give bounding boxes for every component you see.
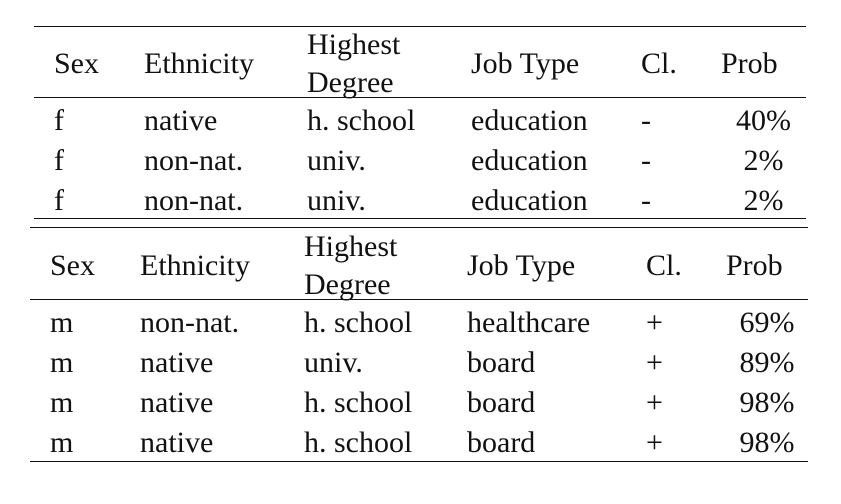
cell-ethnicity: non-nat. xyxy=(144,144,244,178)
header-highest-degree: Highest Degree xyxy=(304,228,467,303)
cell-job-type: education xyxy=(471,184,588,218)
cell-prob: 2% xyxy=(743,144,784,178)
cell-degree: univ. xyxy=(307,184,366,218)
cell-class: + xyxy=(646,386,663,420)
table-row: f non-nat. univ. education - 2% xyxy=(34,181,806,221)
header-highest-degree: Highest Degree xyxy=(307,26,471,101)
cell-job-type: healthcare xyxy=(467,306,591,340)
cell-job-type: board xyxy=(467,346,536,380)
cell-degree: h. school xyxy=(304,306,413,340)
cell-job-type: education xyxy=(471,104,588,138)
table-male: Sex Ethnicity Highest Degree Job Type Cl… xyxy=(30,228,808,463)
header-ethnicity: Ethnicity xyxy=(144,46,254,80)
table-row: m native h. school board + 98% xyxy=(30,383,808,423)
table-bottom-header-rule xyxy=(30,299,808,300)
header-prob: Prob xyxy=(726,248,783,282)
table-top-top-rule xyxy=(34,26,806,27)
table-row: m native h. school board + 98% xyxy=(30,423,808,463)
cell-class: + xyxy=(646,306,663,340)
cell-ethnicity: native xyxy=(144,104,218,138)
cell-ethnicity: non-nat. xyxy=(140,306,240,340)
table-top-bottom-rule xyxy=(34,218,806,219)
table-female: Sex Ethnicity Highest Degree Job Type Cl… xyxy=(34,26,806,221)
header-degree-line1: Highest xyxy=(304,230,398,263)
table-row: m native univ. board + 89% xyxy=(30,343,808,383)
cell-ethnicity: native xyxy=(140,346,214,380)
header-job-type: Job Type xyxy=(467,248,576,282)
cell-prob: 2% xyxy=(743,184,784,218)
header-sex: Sex xyxy=(50,248,95,282)
cell-job-type: board xyxy=(467,426,536,460)
cell-degree: h. school xyxy=(304,386,413,420)
cell-sex: f xyxy=(54,184,64,218)
table-bottom-bottom-rule xyxy=(30,461,808,462)
header-degree-line2: Degree xyxy=(304,267,391,301)
cell-degree: univ. xyxy=(304,346,363,380)
cell-sex: m xyxy=(50,386,74,420)
table-row: f native h. school education - 40% xyxy=(34,101,806,141)
table-row: f non-nat. univ. education - 2% xyxy=(34,141,806,181)
cell-job-type: board xyxy=(467,386,536,420)
cell-sex: m xyxy=(50,306,74,340)
cell-sex: m xyxy=(50,346,74,380)
cell-class: + xyxy=(646,426,663,460)
cell-ethnicity: native xyxy=(140,426,214,460)
table-top-header-rule xyxy=(34,97,806,98)
header-prob: Prob xyxy=(721,46,778,80)
cell-class: - xyxy=(641,144,651,178)
cell-prob: 98% xyxy=(739,386,795,420)
header-row: Sex Ethnicity Highest Degree Job Type Cl… xyxy=(30,228,808,303)
cell-prob: 98% xyxy=(739,426,795,460)
header-degree-line2: Degree xyxy=(307,65,394,99)
table-row: m non-nat. h. school healthcare + 69% xyxy=(30,303,808,343)
header-class: Cl. xyxy=(646,248,682,282)
cell-sex: m xyxy=(50,426,74,460)
header-row: Sex Ethnicity Highest Degree Job Type Cl… xyxy=(34,26,806,101)
cell-class: + xyxy=(646,346,663,380)
cell-sex: f xyxy=(54,104,64,138)
table-bottom-top-rule xyxy=(30,227,808,228)
header-degree-line1: Highest xyxy=(307,28,401,61)
cell-job-type: education xyxy=(471,144,588,178)
cell-ethnicity: non-nat. xyxy=(144,184,244,218)
header-class: Cl. xyxy=(641,46,677,80)
cell-degree: univ. xyxy=(307,144,366,178)
cell-class: - xyxy=(641,104,651,138)
cell-ethnicity: native xyxy=(140,386,214,420)
cell-prob: 89% xyxy=(739,346,795,380)
header-sex: Sex xyxy=(54,46,99,80)
cell-sex: f xyxy=(54,144,64,178)
cell-degree: h. school xyxy=(304,426,413,460)
cell-prob: 40% xyxy=(736,104,791,138)
cell-degree: h. school xyxy=(307,104,416,138)
cell-prob: 69% xyxy=(739,306,795,340)
header-job-type: Job Type xyxy=(471,46,580,80)
cell-class: - xyxy=(641,184,651,218)
header-ethnicity: Ethnicity xyxy=(140,248,250,282)
